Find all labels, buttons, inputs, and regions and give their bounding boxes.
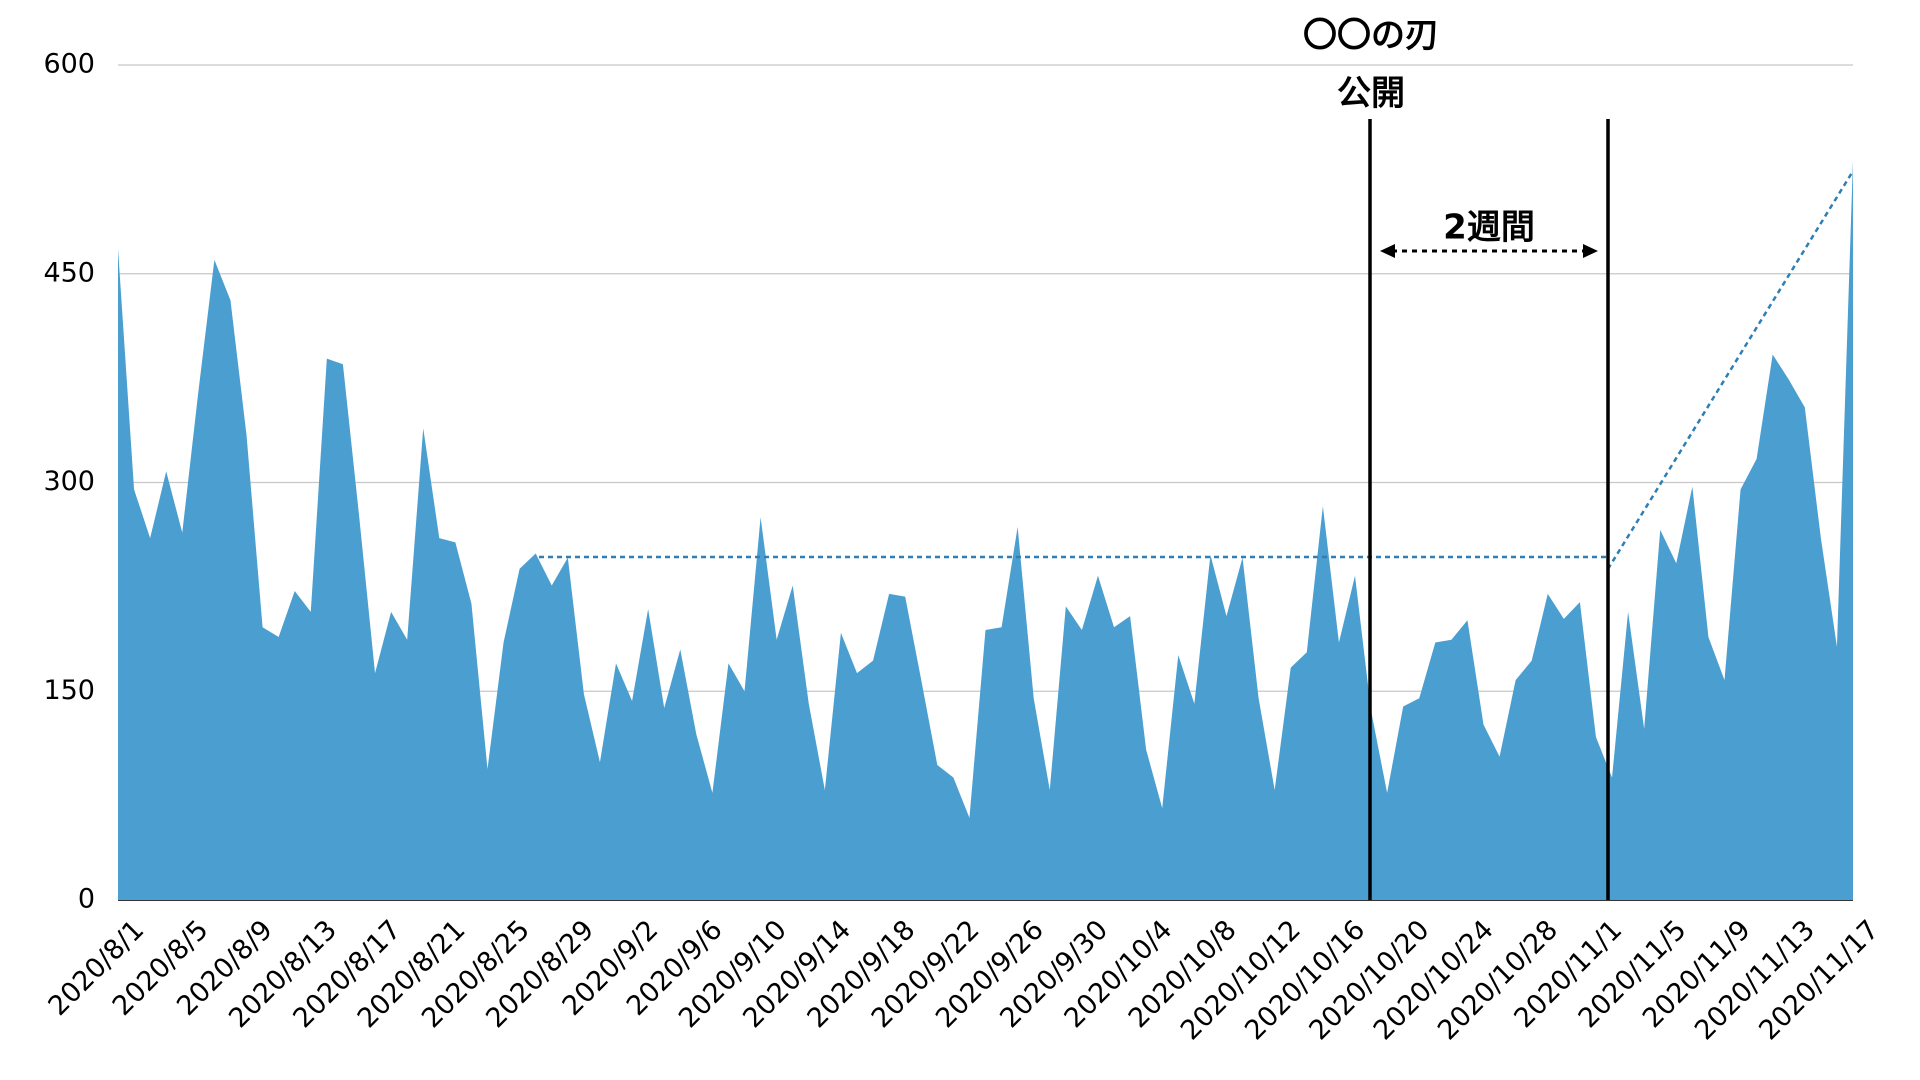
- area: [118, 159, 1853, 901]
- y-tick-label: 300: [43, 466, 95, 497]
- area-layer: [118, 159, 1853, 901]
- release-title: 〇〇の刃: [1303, 16, 1439, 56]
- y-tick-label: 0: [78, 884, 95, 915]
- trend-line: [1606, 170, 1855, 570]
- y-tick-label: 600: [43, 49, 95, 80]
- release-label: 公開: [1337, 74, 1405, 114]
- period-label: 2週間: [1443, 208, 1535, 248]
- y-tick-label: 150: [43, 675, 95, 706]
- arrow-head: [1583, 244, 1598, 258]
- y-tick-label: 450: [43, 257, 95, 288]
- arrow-head: [1380, 244, 1395, 258]
